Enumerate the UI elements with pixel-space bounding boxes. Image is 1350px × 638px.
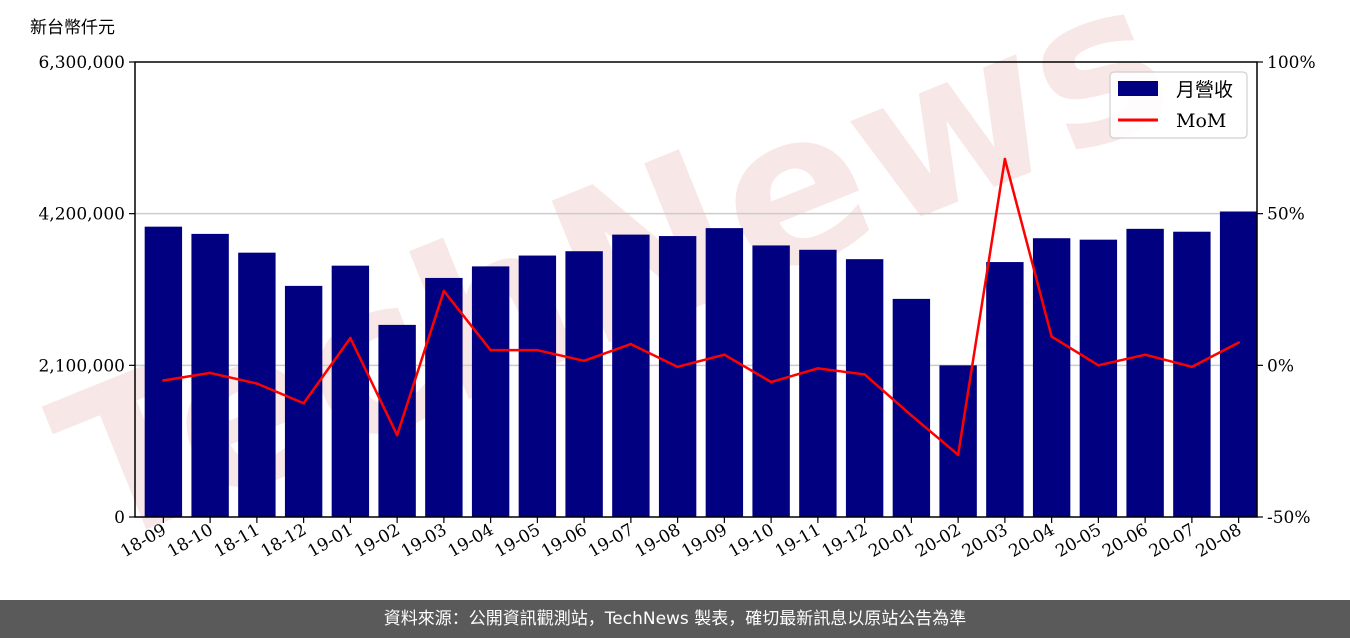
x-tick-label: 19-08	[632, 520, 684, 562]
bar-19-01	[331, 265, 370, 517]
legend-label-line: MoM	[1176, 110, 1226, 132]
x-tick-label: 20-07	[1146, 520, 1198, 562]
bar-20-04	[1032, 238, 1071, 517]
mom-line	[163, 157, 1240, 457]
mom-point-20-01	[910, 414, 913, 417]
x-tick-label: 20-01	[865, 520, 917, 562]
x-tick-label: 20-06	[1099, 520, 1151, 562]
mom-point-19-09	[723, 353, 726, 357]
mom-point-18-09	[162, 379, 165, 382]
bar-20-02	[939, 365, 977, 517]
bar-19-06	[565, 251, 603, 517]
bar-19-12	[845, 259, 884, 517]
mom-point-20-07	[1190, 365, 1194, 369]
mom-point-18-12	[302, 401, 305, 405]
bar-19-08	[658, 236, 697, 518]
plot-frame	[134, 61, 1258, 518]
x-tick-label: 19-04	[445, 520, 497, 562]
bar-18-09	[144, 226, 183, 517]
bar-20-07	[1173, 231, 1211, 517]
mom-point-20-03	[1003, 157, 1007, 161]
mom-line-series	[162, 157, 1240, 457]
y2-tick-label: -50%	[1267, 508, 1311, 528]
mom-point-19-04	[489, 348, 492, 352]
bar-20-06	[1126, 228, 1164, 518]
mom-point-18-11	[255, 382, 259, 385]
mom-point-20-06	[1143, 353, 1147, 357]
mom-point-19-06	[582, 359, 586, 363]
x-tick-label: 20-04	[1006, 520, 1058, 562]
x-tick-label: 19-10	[725, 520, 777, 562]
axes	[134, 61, 1258, 518]
bar-20-08	[1219, 211, 1258, 517]
source-footer: 資料來源：公開資訊觀測站，TechNews 製表，確切最新訊息以原站公告為準	[0, 600, 1350, 638]
mom-point-19-01	[349, 336, 352, 340]
mom-point-19-10	[769, 380, 773, 384]
y-tick-label: 2,100,000	[38, 356, 125, 376]
x-tick-label: 19-11	[772, 520, 824, 562]
y2-tick-label: 100%	[1267, 53, 1316, 73]
x-tick-label: 19-01	[304, 520, 356, 562]
x-tick-label: 19-12	[819, 520, 871, 562]
mom-point-20-04	[1050, 335, 1053, 338]
x-tick-label: 20-05	[1052, 520, 1104, 562]
bar-20-01	[892, 298, 931, 517]
x-tick-label: 19-02	[351, 520, 403, 562]
bar-20-03	[986, 262, 1024, 517]
x-tick-label: 19-07	[585, 520, 637, 562]
y-tick-label: 0	[114, 508, 125, 528]
y-tick-label: 4,200,000	[38, 205, 125, 225]
x-tick-label: 20-02	[912, 520, 964, 562]
x-tick-label: 20-03	[959, 520, 1011, 562]
mom-point-19-12	[863, 373, 866, 376]
source-footer-text: 資料來源：公開資訊觀測站，TechNews 製表，確切最新訊息以原站公告為準	[383, 609, 967, 629]
mom-point-19-02	[395, 433, 399, 437]
legend-swatch-bar	[1118, 81, 1158, 96]
bar-19-04	[471, 266, 510, 517]
bar-20-05	[1079, 239, 1118, 517]
mom-point-19-03	[442, 289, 446, 293]
x-tick-label: 19-03	[398, 520, 450, 562]
mom-point-18-10	[208, 371, 212, 375]
x-tick-label: 20-08	[1193, 520, 1245, 562]
mom-point-19-07	[629, 342, 633, 346]
y2-tick-label: 50%	[1267, 205, 1305, 225]
bar-19-02	[378, 324, 416, 517]
mom-point-19-11	[816, 367, 820, 370]
bar-19-11	[799, 249, 837, 517]
bar-19-07	[612, 234, 650, 517]
mom-point-20-05	[1097, 364, 1100, 367]
x-tick-label: 19-09	[678, 520, 730, 562]
chart-svg: TechNews 02,100,0004,200,0006,300,000-50…	[25, 0, 1316, 595]
legend: 月營收 MoM	[1109, 71, 1248, 139]
mom-point-20-08	[1237, 341, 1240, 344]
y2-tick-label: 0%	[1267, 356, 1294, 376]
bar-19-09	[705, 228, 744, 517]
mom-point-20-02	[956, 453, 960, 457]
legend-label-bar: 月營收	[1176, 79, 1233, 101]
y-tick-label: 6,300,000	[38, 53, 125, 73]
x-tick-label: 19-05	[491, 520, 543, 562]
y-axis-label: 新台幣仟元	[30, 18, 115, 38]
bar-19-03	[425, 277, 463, 517]
x-tick-label: 19-06	[538, 520, 590, 562]
chart: TechNews 02,100,0004,200,0006,300,000-50…	[25, 0, 1316, 595]
mom-point-19-05	[536, 348, 539, 352]
bar-19-05	[518, 255, 557, 518]
mom-point-19-08	[676, 365, 679, 369]
